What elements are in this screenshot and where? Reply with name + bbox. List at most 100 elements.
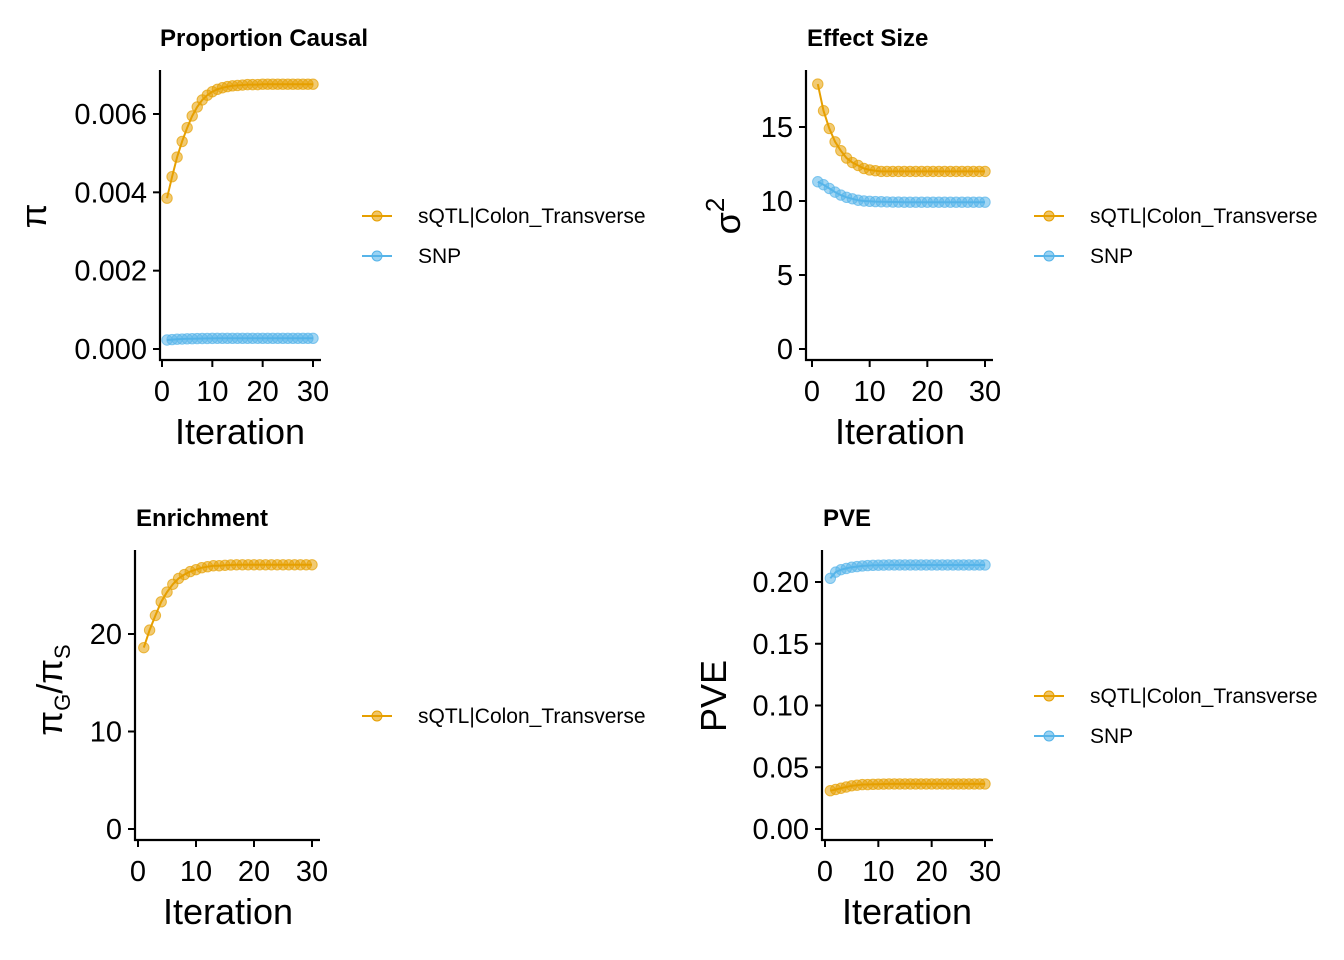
x-tick-label: 20 bbox=[247, 376, 279, 408]
data-point bbox=[979, 559, 991, 571]
x-tick-label: 10 bbox=[862, 856, 894, 888]
x-tick-label: 0 bbox=[804, 376, 820, 408]
legend-label: sQTL|Colon_Transverse bbox=[418, 205, 646, 228]
x-tick-label: 20 bbox=[238, 856, 270, 888]
x-tick-label: 30 bbox=[969, 376, 1001, 408]
data-point bbox=[161, 192, 173, 204]
x-axis-label: Iteration bbox=[842, 891, 972, 932]
data-point bbox=[307, 332, 319, 345]
data-point bbox=[307, 78, 319, 90]
y-label-denominator: π bbox=[29, 659, 70, 684]
y-tick-label: 0.004 bbox=[74, 177, 147, 209]
data-point bbox=[176, 135, 188, 148]
y-label-denominator-sub: S bbox=[50, 644, 75, 659]
data-point bbox=[149, 609, 162, 622]
legend: sQTL|Colon_Transverse SNP bbox=[1034, 205, 1318, 268]
x-tick-label: 30 bbox=[297, 376, 329, 408]
panel-proportion-causal: Proportion Causal 0 10 20 30 0.000 0.002 0.004… bbox=[13, 25, 646, 452]
data-point bbox=[181, 122, 193, 134]
legend-label: SNP bbox=[1090, 725, 1133, 748]
y-tick-label: 0.05 bbox=[753, 752, 809, 784]
legend: sQTL|Colon_Transverse SNP bbox=[1034, 685, 1318, 748]
legend-key-point bbox=[1043, 210, 1055, 222]
y-tick-label: 0 bbox=[777, 334, 793, 366]
legend-key-point bbox=[371, 210, 383, 222]
legend: sQTL|Colon_Transverse bbox=[362, 705, 646, 728]
data-point bbox=[979, 165, 991, 178]
legend-key-point bbox=[1043, 690, 1055, 702]
y-tick-label: 0.006 bbox=[74, 99, 147, 131]
y-tick-label: 15 bbox=[761, 112, 793, 144]
data-point bbox=[812, 78, 824, 90]
data-point bbox=[823, 122, 835, 135]
legend-label: sQTL|Colon_Transverse bbox=[1090, 685, 1318, 708]
x-tick-label: 0 bbox=[154, 376, 170, 408]
y-tick-label: 5 bbox=[777, 260, 793, 292]
data-point bbox=[143, 624, 156, 636]
legend-key-point bbox=[1043, 250, 1055, 262]
data-point bbox=[161, 586, 173, 598]
data-point bbox=[835, 144, 847, 157]
legend-label: sQTL|Colon_Transverse bbox=[418, 705, 646, 728]
panel-title: Enrichment bbox=[136, 505, 268, 532]
y-tick-label: 10 bbox=[761, 186, 793, 218]
panel-pve: PVE 0 10 20 30 0.00 0.05 0.10 0.15 0.20 Iteratio… bbox=[693, 505, 1318, 932]
x-tick-label: 0 bbox=[817, 856, 833, 888]
y-tick-label: 0 bbox=[106, 814, 122, 846]
x-tick-label: 20 bbox=[916, 856, 948, 888]
panel-title: Effect Size bbox=[807, 25, 928, 52]
x-axis-label: Iteration bbox=[163, 891, 293, 932]
legend-label: SNP bbox=[418, 245, 461, 268]
data-point bbox=[186, 110, 198, 122]
data-point bbox=[155, 596, 167, 608]
series-line bbox=[142, 563, 312, 648]
y-axis-label: PVE bbox=[693, 660, 734, 732]
data-point bbox=[979, 778, 991, 790]
y-tick-label: 0.10 bbox=[753, 691, 809, 723]
x-tick-label: 10 bbox=[196, 376, 228, 408]
x-axis-label: Iteration bbox=[835, 411, 965, 452]
x-tick-label: 30 bbox=[296, 856, 328, 888]
y-label-slash: / bbox=[29, 684, 70, 694]
x-axis-label: Iteration bbox=[175, 411, 305, 452]
y-axis-label: π bbox=[13, 204, 54, 229]
panel-title: PVE bbox=[823, 505, 871, 532]
y-tick-label: 0.20 bbox=[753, 567, 809, 599]
panel-title: Proportion Causal bbox=[160, 25, 368, 52]
plot-area: 0 10 20 30 0 5 10 15 bbox=[761, 70, 1001, 408]
y-label-numerator: π bbox=[29, 711, 70, 736]
panel-effect-size: Effect Size 0 10 20 30 0 5 10 15 Iteration σ2 s… bbox=[700, 25, 1318, 452]
plot-area: 0 10 20 30 0.00 0.05 0.10 0.15 0.20 bbox=[753, 550, 1001, 888]
data-point bbox=[166, 170, 178, 183]
x-tick-label: 10 bbox=[854, 376, 886, 408]
data-point bbox=[171, 151, 183, 163]
data-point bbox=[817, 105, 830, 117]
y-axis-label-superscript: 2 bbox=[700, 198, 730, 212]
legend-key-point bbox=[371, 710, 383, 722]
legend-key-point bbox=[371, 250, 383, 262]
x-tick-label: 30 bbox=[969, 856, 1001, 888]
legend-key-point bbox=[1043, 730, 1055, 742]
y-tick-label: 0.000 bbox=[74, 334, 147, 366]
y-tick-label: 0.00 bbox=[753, 814, 809, 846]
x-tick-label: 0 bbox=[130, 856, 146, 888]
legend-label: SNP bbox=[1090, 245, 1133, 268]
y-axis-label: σ2 bbox=[700, 198, 748, 235]
y-axis-label-symbol: σ bbox=[707, 212, 748, 234]
plot-area: 0 10 20 30 0.000 0.002 0.004 0.006 bbox=[74, 70, 329, 408]
y-axis-label: πG/πS bbox=[29, 644, 75, 736]
data-point bbox=[829, 136, 841, 148]
x-tick-label: 20 bbox=[911, 376, 943, 408]
data-point bbox=[138, 641, 150, 654]
data-point bbox=[306, 559, 318, 571]
y-label-numerator-sub: G bbox=[50, 694, 75, 711]
y-tick-label: 0.002 bbox=[74, 256, 147, 288]
plot-area: 0 10 20 30 0 10 20 bbox=[90, 550, 328, 888]
series-line bbox=[166, 83, 313, 199]
legend-label: sQTL|Colon_Transverse bbox=[1090, 205, 1318, 228]
y-tick-label: 10 bbox=[90, 717, 122, 749]
data-point bbox=[979, 196, 991, 208]
legend: sQTL|Colon_Transverse SNP bbox=[362, 205, 646, 268]
